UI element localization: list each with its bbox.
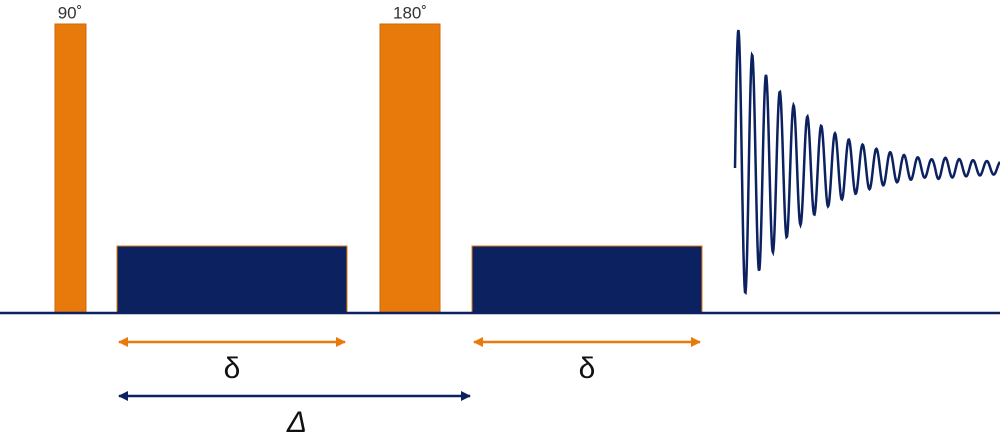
pulse-label: 90˚ — [58, 3, 83, 22]
fid-signal — [733, 29, 1000, 295]
gradient-pulse — [116, 245, 348, 314]
pulse-180 — [379, 23, 441, 314]
pulse-90 — [54, 23, 87, 314]
pulse-label: 180˚ — [393, 3, 427, 22]
diffusion-label: Δ — [286, 406, 307, 439]
gradient-pulse — [471, 245, 703, 314]
delay-label: δ — [224, 352, 241, 385]
delay-label: δ — [579, 352, 596, 385]
